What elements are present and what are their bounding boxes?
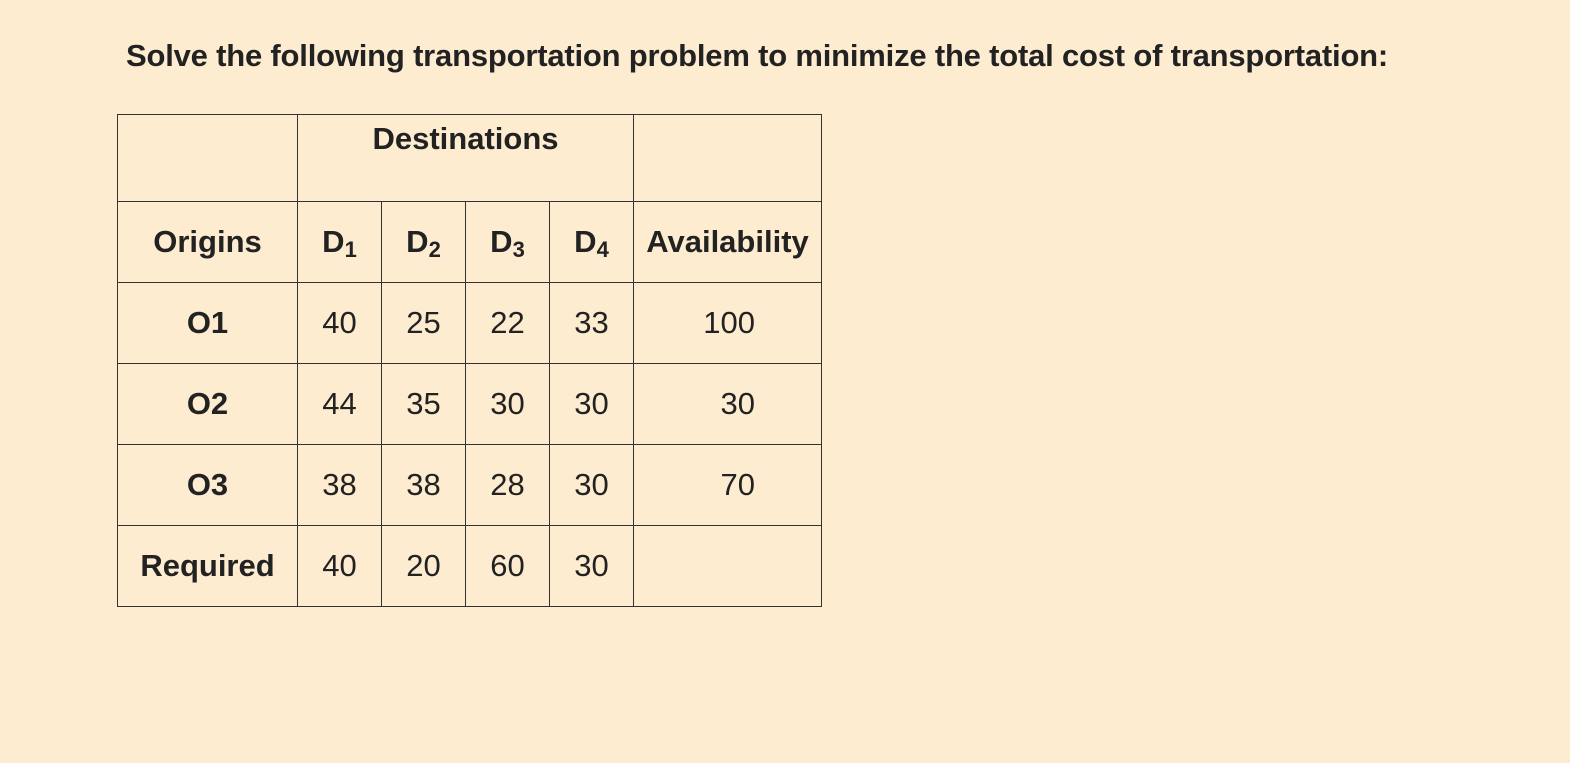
- required-cell: 30: [549, 525, 634, 607]
- required-cell: 20: [381, 525, 466, 607]
- cost-cell: 28: [465, 444, 550, 526]
- required-label: Required: [117, 525, 298, 607]
- cost-cell: 33: [549, 282, 634, 364]
- empty-availability-cell: [633, 525, 822, 607]
- cost-cell: 44: [297, 363, 382, 445]
- origin-label: O1: [117, 282, 298, 364]
- origin-label: O3: [117, 444, 298, 526]
- destination-header-d2: D2: [381, 201, 466, 283]
- table-row: O2 44 35 30 30 30: [117, 363, 822, 445]
- cost-cell: 38: [297, 444, 382, 526]
- cost-cell: 22: [465, 282, 550, 364]
- empty-corner-cell: [117, 114, 298, 202]
- destination-header-d1: D1: [297, 201, 382, 283]
- required-cell: 60: [465, 525, 550, 607]
- cost-cell: 30: [465, 363, 550, 445]
- cost-cell: 30: [549, 363, 634, 445]
- destinations-header: Destinations: [297, 114, 634, 202]
- destination-header-d4: D4: [549, 201, 634, 283]
- empty-header-cell: [633, 114, 822, 202]
- cost-cell: 35: [381, 363, 466, 445]
- question-text: Solve the following transportation probl…: [126, 38, 1389, 73]
- availability-cell: 30: [633, 363, 822, 445]
- table-header-row: Destinations: [117, 114, 822, 202]
- availability-cell: 100: [633, 282, 822, 364]
- cost-cell: 30: [549, 444, 634, 526]
- required-row: Required 40 20 60 30: [117, 525, 822, 607]
- transportation-table: Destinations Origins D1 D2 D3 D4 Availab…: [117, 114, 822, 607]
- origins-header: Origins: [117, 201, 298, 283]
- cost-cell: 40: [297, 282, 382, 364]
- availability-cell: 70: [633, 444, 822, 526]
- required-cell: 40: [297, 525, 382, 607]
- table-row: O3 38 38 28 30 70: [117, 444, 822, 526]
- destination-header-d3: D3: [465, 201, 550, 283]
- column-header-row: Origins D1 D2 D3 D4 Availability: [117, 201, 822, 283]
- origin-label: O2: [117, 363, 298, 445]
- cost-cell: 38: [381, 444, 466, 526]
- cost-cell: 25: [381, 282, 466, 364]
- table-row: O1 40 25 22 33 100: [117, 282, 822, 364]
- availability-header: Availability: [633, 201, 822, 283]
